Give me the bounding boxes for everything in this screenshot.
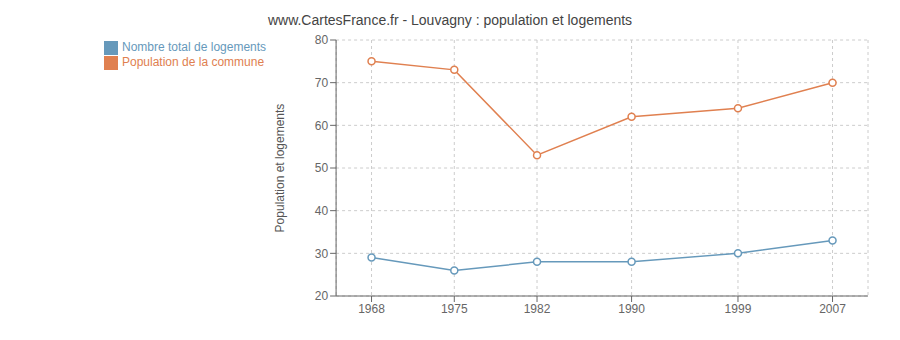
svg-text:1975: 1975 bbox=[441, 302, 468, 316]
svg-text:70: 70 bbox=[315, 76, 329, 90]
html-text:Population de la commune: Population de la commune bbox=[122, 54, 265, 69]
svg-text:Population et logements: Population et logements bbox=[273, 104, 287, 233]
svg-text:20: 20 bbox=[315, 289, 329, 303]
svg-text:1968: 1968 bbox=[358, 302, 385, 316]
svg-text:30: 30 bbox=[315, 247, 329, 261]
svg-text:60: 60 bbox=[315, 119, 329, 133]
svg-text:1999: 1999 bbox=[725, 302, 752, 316]
html-text:Nombre total de logements: Nombre total de logements bbox=[122, 40, 267, 54]
svg-text:50: 50 bbox=[315, 161, 329, 175]
html-text:www.CartesFrance.fr - Louvagny: www.CartesFrance.fr - Louvagny : populat… bbox=[267, 12, 633, 28]
svg-text:1982: 1982 bbox=[524, 302, 551, 316]
svg-text:40: 40 bbox=[315, 204, 329, 218]
svg-text:80: 80 bbox=[315, 33, 329, 47]
svg-text:2007: 2007 bbox=[819, 302, 846, 316]
svg-text:1990: 1990 bbox=[618, 302, 645, 316]
